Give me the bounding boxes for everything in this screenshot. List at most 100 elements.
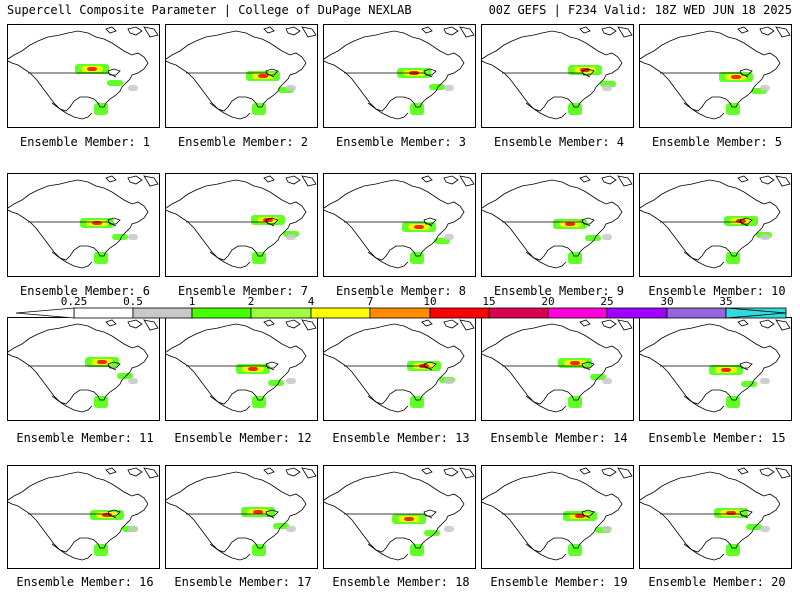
ensemble-map-7[interactable]: [165, 173, 318, 277]
ensemble-map-11[interactable]: [7, 317, 160, 421]
map-outline: [143, 467, 159, 479]
ensemble-member-label: Ensemble Member: 17: [174, 575, 312, 589]
scp-shading: [263, 218, 273, 222]
color-scale-legend: [15, 307, 787, 319]
scp-shading: [575, 514, 585, 518]
ensemble-map-16[interactable]: [7, 465, 160, 569]
ensemble-map-4[interactable]: [481, 24, 634, 128]
scp-shading: [112, 234, 128, 240]
map-outline: [186, 72, 275, 78]
legend-tick-label: 0.25: [60, 295, 88, 308]
map-outline: [421, 26, 433, 34]
map-outline: [601, 467, 617, 477]
map-outline: [285, 319, 301, 329]
scp-shading: [429, 84, 445, 90]
ensemble-map-15[interactable]: [639, 317, 792, 421]
map-outline: [482, 30, 623, 112]
ensemble-member-label: Ensemble Member: 8: [335, 284, 467, 298]
legend-tick-label: 30: [660, 295, 674, 308]
scp-shading: [568, 544, 582, 556]
ensemble-member-label: Ensemble Member: 9: [493, 284, 625, 298]
scp-shading: [444, 234, 454, 240]
ensemble-map-14[interactable]: [481, 317, 634, 421]
map-outline: [143, 175, 159, 187]
map-outline: [525, 251, 567, 269]
ensemble-map-2[interactable]: [165, 24, 318, 128]
map-outline: [737, 467, 749, 475]
map-canvas: [482, 26, 633, 120]
scp-shading: [97, 360, 107, 364]
map-outline: [301, 319, 317, 331]
map-outline: [263, 26, 275, 34]
map-canvas: [8, 26, 159, 120]
map-canvas: [482, 175, 633, 269]
ensemble-map-18[interactable]: [323, 465, 476, 569]
legend-tick-label: 15: [482, 295, 496, 308]
map-outline: [660, 365, 749, 371]
ensemble-member-label: Ensemble Member: 10: [648, 284, 786, 298]
map-outline: [28, 72, 117, 78]
map-outline: [127, 26, 143, 36]
map-outline: [502, 365, 591, 371]
scp-shading: [286, 85, 296, 91]
ensemble-map-12[interactable]: [165, 317, 318, 421]
map-outline: [8, 323, 149, 405]
map-outline: [186, 221, 275, 227]
scp-shading: [570, 361, 580, 365]
scp-shading: [286, 378, 296, 384]
ensemble-member-label: Ensemble Member: 18: [332, 575, 470, 589]
map-canvas: [8, 467, 159, 561]
map-canvas: [166, 467, 317, 561]
ensemble-map-1[interactable]: [7, 24, 160, 128]
map-outline: [166, 179, 307, 261]
map-outline: [127, 319, 143, 329]
map-outline: [344, 221, 433, 227]
map-outline: [443, 175, 459, 185]
ensemble-map-6[interactable]: [7, 173, 160, 277]
ensemble-map-10[interactable]: [639, 173, 792, 277]
ensemble-map-3[interactable]: [323, 24, 476, 128]
map-outline: [759, 26, 775, 36]
map-outline: [759, 319, 775, 329]
ensemble-member-label: Ensemble Member: 7: [177, 284, 309, 298]
map-outline: [344, 513, 433, 519]
map-outline: [759, 175, 775, 185]
map-outline: [423, 361, 437, 369]
map-outline: [166, 323, 307, 405]
map-outline: [640, 471, 781, 553]
map-outline: [739, 509, 753, 517]
map-outline: [421, 175, 433, 183]
map-outline: [8, 30, 149, 112]
map-outline: [209, 251, 251, 269]
scp-shading: [248, 367, 258, 371]
legend-color-bin: [547, 307, 608, 319]
ensemble-map-9[interactable]: [481, 173, 634, 277]
scp-shading: [404, 517, 414, 521]
map-outline: [324, 30, 465, 112]
scp-shading: [410, 103, 424, 115]
map-outline: [581, 509, 595, 517]
scp-shading: [253, 510, 263, 514]
scp-shading: [590, 374, 606, 380]
map-outline: [660, 72, 749, 78]
map-outline: [367, 395, 409, 413]
scp-shading: [252, 252, 266, 264]
map-outline: [344, 72, 433, 78]
ensemble-map-19[interactable]: [481, 465, 634, 569]
map-canvas: [324, 467, 475, 561]
ensemble-map-8[interactable]: [323, 173, 476, 277]
ensemble-map-17[interactable]: [165, 465, 318, 569]
map-outline: [186, 365, 275, 371]
valid-time: 00Z GEFS | F234 Valid: 18Z WED JUN 18 20…: [488, 3, 792, 17]
map-outline: [263, 175, 275, 183]
map-outline: [640, 179, 781, 261]
scp-shading: [760, 378, 770, 384]
legend-tick-label: 20: [541, 295, 555, 308]
ensemble-map-5[interactable]: [639, 24, 792, 128]
ensemble-map-13[interactable]: [323, 317, 476, 421]
scp-shading: [414, 225, 424, 229]
map-outline: [775, 26, 791, 38]
scp-shading: [252, 544, 266, 556]
ensemble-map-20[interactable]: [639, 465, 792, 569]
map-outline: [443, 319, 459, 329]
